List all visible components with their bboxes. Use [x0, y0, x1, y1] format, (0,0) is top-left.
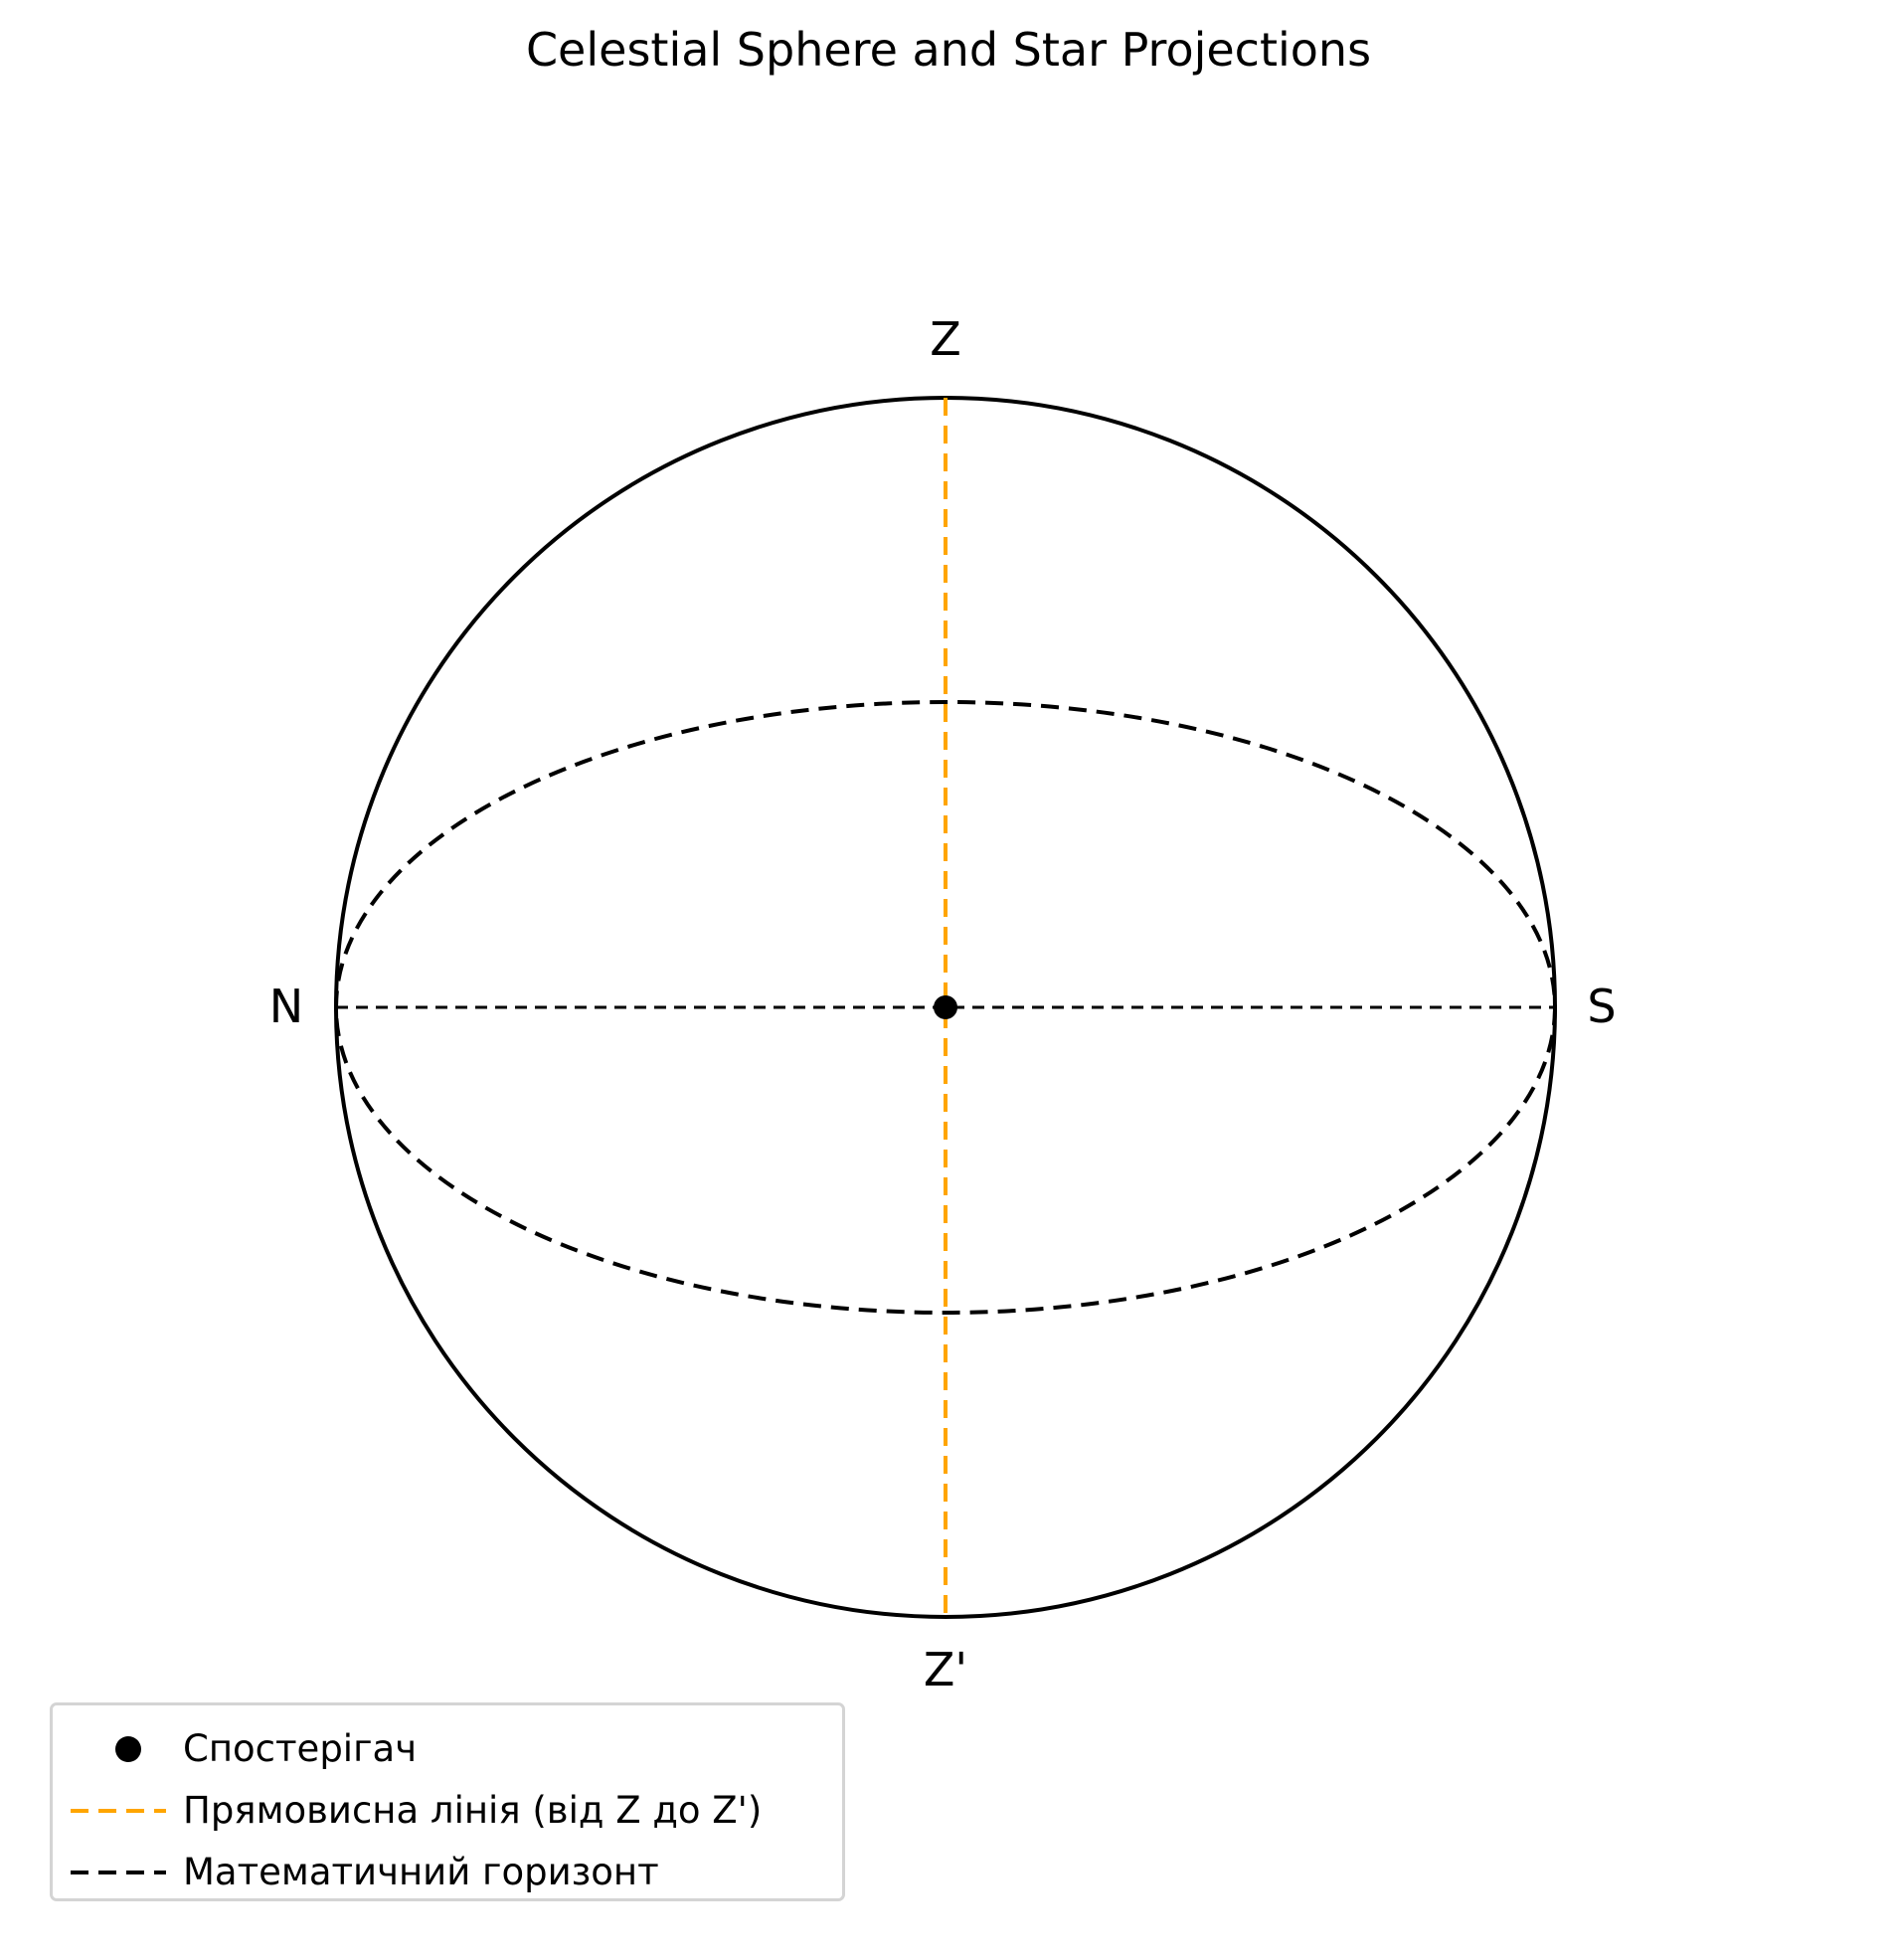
north-label: N: [269, 980, 303, 1033]
diagram-title: Celestial Sphere and Star Projections: [525, 23, 1372, 77]
black-dashed-line-icon: [71, 1871, 166, 1874]
legend: Спостерігач Прямовисна лінія (від Z до Z…: [50, 1702, 845, 1901]
south-label: S: [1587, 980, 1616, 1033]
legend-label-observer: Спостерігач: [183, 1727, 418, 1770]
observer-marker-icon: [115, 1736, 141, 1762]
legend-label-plumb-line: Прямовисна лінія (від Z до Z'): [183, 1789, 763, 1832]
zenith-label: Z: [930, 312, 961, 366]
legend-item-observer: Спостерігач: [53, 1721, 842, 1777]
legend-item-horizon: Математичний горизонт: [53, 1845, 842, 1900]
legend-label-horizon: Математичний горизонт: [183, 1851, 659, 1893]
orange-dashed-line-icon: [71, 1809, 166, 1813]
nadir-label: Z': [924, 1643, 967, 1696]
legend-item-plumb-line: Прямовисна лінія (від Z до Z'): [53, 1783, 842, 1839]
observer-dot: [934, 995, 957, 1019]
